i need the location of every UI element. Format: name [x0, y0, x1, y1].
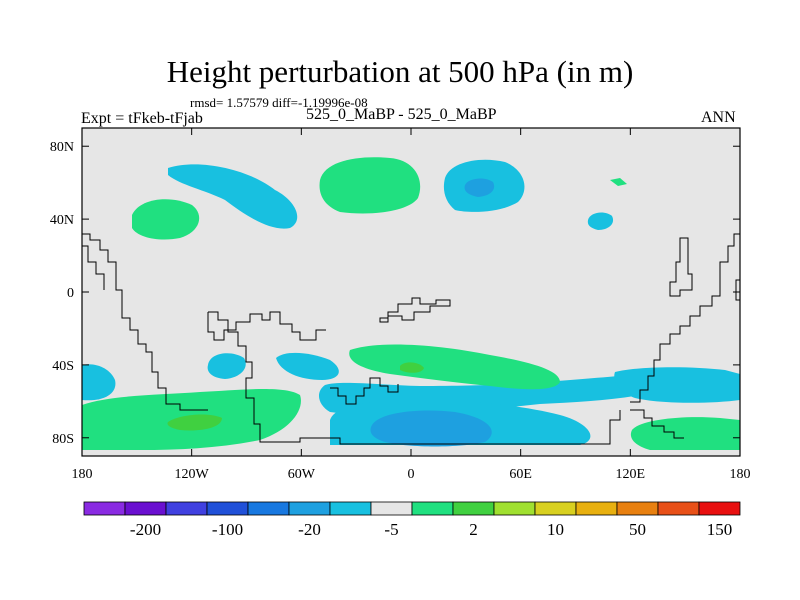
contour-region	[168, 164, 298, 229]
colorbar	[83, 501, 741, 516]
coastline	[207, 311, 326, 341]
colorbar-label: -200	[130, 520, 161, 539]
lat-tick-label: 80S	[52, 432, 74, 447]
coastline	[630, 233, 740, 403]
colorbar-label: 2	[469, 520, 478, 539]
colorbar-box	[165, 501, 208, 516]
coastline	[630, 409, 684, 439]
lon-tick-label: 120W	[175, 467, 210, 482]
season-label: ANN	[701, 109, 736, 126]
lon-tick-label: 60W	[288, 467, 316, 482]
contour-region	[82, 364, 116, 401]
contour-region	[610, 178, 627, 186]
coastline	[330, 377, 399, 405]
colorbar-box	[575, 501, 618, 516]
lat-tick-label: 0	[67, 286, 74, 301]
lat-tick-label: 40N	[50, 213, 74, 228]
lat-tick-label: 80N	[50, 140, 74, 155]
colorbar-box	[534, 501, 577, 516]
lon-tick-label: 0	[408, 467, 415, 482]
colorbar-box	[370, 501, 413, 516]
colorbar-label: 50	[629, 520, 646, 539]
colorbar-box	[493, 501, 536, 516]
contour-fills	[82, 157, 740, 450]
colorbar-labels: -200 -100 -20 -5 2 10 50 150	[130, 520, 732, 539]
colorbar-label: -20	[298, 520, 321, 539]
contour-region	[370, 410, 492, 447]
experiment-label: Expt = tFkeb-tFjab	[81, 110, 203, 127]
colorbar-box	[206, 501, 249, 516]
contour-region	[349, 344, 560, 390]
contour-region	[400, 362, 424, 373]
coastline	[82, 245, 105, 290]
coastline	[82, 233, 208, 411]
stats-label: rmsd= 1.57579 diff=-1.19996e-08	[190, 95, 368, 110]
lon-tick-label: 180	[72, 467, 93, 482]
colorbar-label: 10	[547, 520, 564, 539]
case-label: 525_0_MaBP - 525_0_MaBP	[306, 106, 497, 123]
colorbar-box	[411, 501, 454, 516]
contour-region	[132, 199, 200, 240]
contour-region	[167, 414, 222, 431]
contour-region	[587, 212, 614, 230]
lon-tick-label: 120E	[616, 467, 646, 482]
colorbar-box	[452, 501, 495, 516]
latitude-axis: 80N 40N 0 40S 80S	[50, 140, 740, 447]
lon-tick-label: 60E	[509, 467, 532, 482]
coastline	[735, 279, 740, 301]
colorbar-box	[329, 501, 372, 516]
contour-region	[464, 178, 495, 197]
colorbar-box	[124, 501, 167, 516]
lat-tick-label: 40S	[52, 359, 74, 374]
colorbar-box	[288, 501, 331, 516]
colorbar-box	[247, 501, 290, 516]
longitude-axis: 180 120W 60W 0 60E 120E 180	[72, 128, 751, 482]
contour-region	[630, 417, 740, 450]
contour-region	[276, 352, 339, 380]
coastline	[669, 237, 693, 297]
colorbar-box	[83, 501, 126, 516]
colorbar-label: -5	[384, 520, 398, 539]
contour-region	[614, 367, 740, 403]
colorbar-box	[698, 501, 741, 516]
colorbar-label: 150	[707, 520, 733, 539]
contour-region	[319, 157, 421, 214]
lon-tick-label: 180	[730, 467, 751, 482]
colorbar-label: -100	[212, 520, 243, 539]
colorbar-box	[657, 501, 700, 516]
coastline	[379, 297, 451, 323]
colorbar-box	[616, 501, 659, 516]
coastlines	[82, 233, 740, 445]
plot-title: Height perturbation at 500 hPa (in m)	[166, 54, 634, 89]
coastline	[208, 311, 621, 445]
contour-region	[207, 353, 246, 379]
